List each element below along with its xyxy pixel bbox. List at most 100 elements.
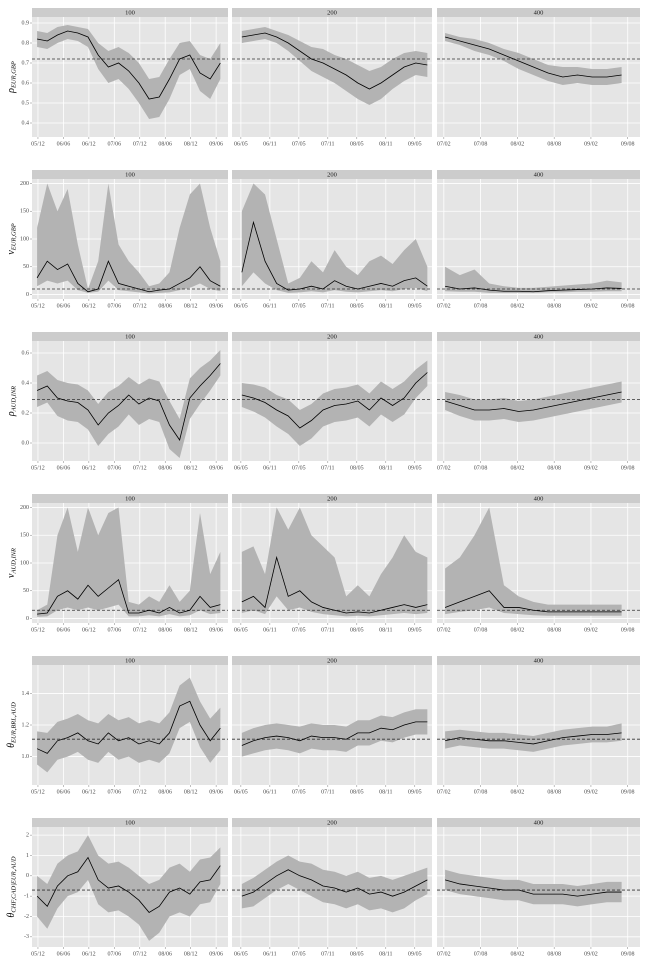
confidence-band — [241, 183, 428, 293]
y-label-symbol: ρ — [6, 88, 17, 94]
y-tick-label: -3 — [24, 934, 29, 940]
y-tick-label: 50 — [23, 588, 29, 594]
x-tick-label: 06/05 — [234, 627, 248, 633]
x-tick-label: 05/12 — [31, 627, 45, 633]
x-tick-label: 08/05 — [350, 951, 364, 957]
y-label-symbol: ρ — [6, 411, 17, 417]
x-tick-label: 08/05 — [350, 627, 364, 633]
series-line — [445, 285, 622, 293]
series-line — [241, 721, 428, 746]
x-tick-label: 06/05 — [234, 951, 248, 957]
x-tick-label: 09/06 — [209, 141, 223, 147]
y-tick-label: 100 — [20, 560, 29, 566]
series-line — [36, 700, 221, 754]
strip — [232, 8, 432, 17]
x-tick-label: 05/12 — [31, 303, 45, 309]
x-tick-label: 07/11 — [321, 951, 334, 957]
strip — [32, 494, 228, 503]
series-line — [37, 30, 221, 100]
x-tick-label: 08/11 — [379, 951, 392, 957]
x-tick-label: 06/11 — [263, 141, 276, 147]
x-tick-label: 07/06 — [107, 141, 121, 147]
x-tick-label: 08/05 — [350, 141, 364, 147]
x-tick-label: 09/06 — [209, 627, 223, 633]
confidence-band — [241, 27, 428, 105]
y-tick-label: 0.4 — [22, 120, 30, 126]
x-tick-label: 07/08 — [474, 465, 488, 471]
x-tick-label: 08/08 — [547, 951, 561, 957]
y-label-symbol: θ — [6, 743, 17, 748]
x-tick-label: 09/06 — [209, 789, 223, 795]
x-tick-label: 08/06 — [158, 627, 172, 633]
x-tick-label: 07/12 — [133, 141, 147, 147]
x-tick-label: 09/08 — [621, 789, 635, 795]
confidence-band — [445, 723, 622, 752]
facet-title: 200 — [327, 171, 337, 178]
x-tick-label: 06/12 — [82, 465, 96, 471]
y-tick-label: 200 — [20, 181, 29, 187]
strip — [32, 8, 228, 17]
confidence-band — [37, 25, 221, 119]
x-tick-label: 07/05 — [292, 303, 306, 309]
x-tick-label: 05/12 — [31, 951, 45, 957]
x-tick-label: 06/05 — [234, 789, 248, 795]
x-tick-label: 09/08 — [621, 951, 635, 957]
x-tick-label: 08/11 — [379, 465, 392, 471]
x-tick-label: 08/06 — [158, 141, 172, 147]
facet-title: 400 — [534, 333, 544, 340]
strip — [437, 656, 640, 665]
x-tick-label: 06/12 — [82, 303, 96, 309]
strip — [437, 494, 640, 503]
y-tick-label: 0.5 — [22, 100, 30, 106]
y-tick-label: 0.7 — [22, 60, 30, 66]
x-tick-label: 06/11 — [263, 627, 276, 633]
confidence-band — [37, 507, 221, 617]
y-tick-label: -1 — [24, 894, 29, 900]
y-tick-label: 0 — [26, 292, 29, 298]
x-tick-label: 08/06 — [158, 951, 172, 957]
x-tick-label: 07/12 — [133, 303, 147, 309]
x-tick-label: 06/11 — [263, 465, 276, 471]
x-tick-label: 08/08 — [547, 465, 561, 471]
x-tick-label: 08/11 — [379, 789, 392, 795]
x-tick-label: 07/02 — [437, 627, 451, 633]
facet-title: 200 — [327, 495, 337, 502]
y-tick-label: 0 — [26, 616, 29, 622]
x-tick-label: 05/12 — [31, 465, 45, 471]
y-tick-label: 150 — [20, 533, 29, 539]
y-tick-label: 1.4 — [22, 691, 30, 697]
x-tick-label: 09/06 — [209, 303, 223, 309]
x-tick-label: 08/12 — [184, 951, 198, 957]
x-tick-label: 09/02 — [584, 141, 598, 147]
x-tick-label: 08/08 — [547, 303, 561, 309]
series-line — [444, 590, 622, 613]
x-tick-label: 07/08 — [474, 951, 488, 957]
x-tick-label: 08/02 — [511, 303, 525, 309]
x-tick-label: 07/08 — [474, 303, 488, 309]
x-tick-label: 07/05 — [292, 141, 306, 147]
x-tick-label: 07/02 — [437, 141, 451, 147]
x-tick-label: 05/12 — [31, 141, 45, 147]
y-axis-label: νEUR,GBP — [6, 223, 18, 254]
x-tick-label: 07/08 — [474, 789, 488, 795]
x-tick-label: 08/12 — [184, 141, 198, 147]
y-tick-label: 0.4 — [22, 380, 30, 386]
x-tick-label: 06/06 — [57, 465, 71, 471]
x-tick-label: 06/11 — [263, 789, 276, 795]
strip — [232, 818, 432, 827]
series-line — [444, 391, 622, 412]
y-tick-label: 150 — [20, 209, 29, 215]
x-tick-label: 08/11 — [379, 303, 392, 309]
x-tick-label: 07/11 — [321, 789, 334, 795]
x-tick-label: 07/02 — [437, 465, 451, 471]
y-label-subscript: EUR,GBP — [11, 223, 18, 251]
x-tick-label: 07/12 — [133, 627, 147, 633]
y-axis-label: θEUR,BRL,AUD — [6, 702, 18, 748]
x-tick-label: 07/02 — [437, 303, 451, 309]
y-label-subscript: EUR,BRL,AUD — [11, 702, 18, 744]
facet-title: 100 — [125, 9, 135, 16]
series-line — [36, 260, 221, 293]
facet-title: 200 — [327, 819, 337, 826]
x-tick-label: 09/05 — [408, 951, 422, 957]
